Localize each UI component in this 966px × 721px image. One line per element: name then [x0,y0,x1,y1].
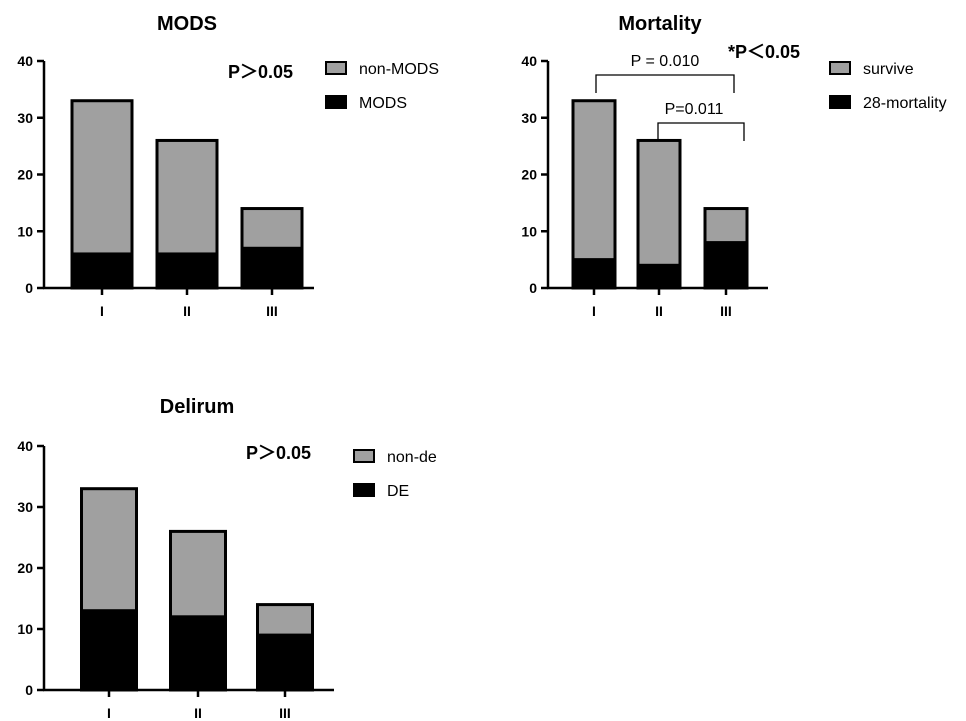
mortality-ytick-label-20: 20 [521,167,537,183]
mortality-ytick-label-30: 30 [521,110,537,126]
delirum-bar-III-non-de [256,603,314,637]
mods-ytick-label-30: 30 [17,110,33,126]
mortality-bar-II-survive [636,138,682,267]
mortality-ytick-label-10: 10 [521,223,537,239]
delirum-bar-II-DE [169,615,227,692]
delirum-legend-swatch-DE [353,483,375,497]
delirum-legend-label-DE: DE [387,483,409,500]
mods-bar-II-non-MODS [155,138,219,256]
delirum-ytick-label-40: 40 [17,438,33,454]
mortality-bar-II-28-mortality [636,263,682,290]
mods-bar-III-non-MODS [240,207,304,250]
mods-annotation: P＞0.05 [228,62,293,82]
mods-legend-label-non-MODS: non-MODS [359,61,439,78]
delirum-legend-label-non-de: non-de [387,449,437,466]
mortality-comparison-bracket [595,74,735,93]
mortality-comparison-label: P=0.011 [665,101,724,118]
mortality-annotation: *P＜0.05 [728,42,800,62]
mortality-ytick-label-40: 40 [521,53,537,69]
mortality-legend-swatch-survive [829,61,851,75]
delirum-bar-I-DE [80,609,138,692]
delirum-bar-III-DE [256,633,314,692]
mortality-bar-I-survive [571,99,617,262]
delirum-ytick-label-10: 10 [17,621,33,637]
mortality-legend-swatch-28-mortality [829,95,851,109]
mods-legend-swatch-non-MODS [325,61,347,75]
mortality-comparison-label: P = 0.010 [631,53,700,70]
mods-bar-III-MODS [240,246,304,290]
delirum-xlabel-I: I [107,705,111,721]
delirum-ytick-label-30: 30 [17,499,33,515]
delirum-ytick-label-20: 20 [17,560,33,576]
mortality-legend-label-28-mortality: 28-mortality [863,95,947,112]
delirum-annotation: P＞0.05 [246,443,311,463]
mods-bar-I-non-MODS [70,99,134,256]
chart-delirum: Delirum I II III 0 10 20 30 40 non-de DE P＞0.05 [0,0,460,721]
mortality-ytick-label-0: 0 [529,280,537,296]
mods-xlabel-II: II [183,303,191,319]
delirum-title: Delirum [160,396,234,418]
delirum-legend-swatch-non-de [353,449,375,463]
mortality-title: Mortality [618,13,702,35]
mods-legend-swatch-MODS [325,95,347,109]
delirum-ytick-label-0: 0 [25,682,33,698]
delirum-xlabel-II: II [194,705,202,721]
mods-ytick-label-20: 20 [17,167,33,183]
mortality-xlabel-III: III [720,303,732,319]
delirum-xlabel-III: III [279,705,291,721]
mods-ytick-label-10: 10 [17,223,33,239]
mods-xlabel-III: III [266,303,278,319]
mortality-xlabel-II: II [655,303,663,319]
chart-mortality: Mortality I II III 0 10 20 30 40 survive 28-mortal… [0,0,966,330]
mods-xlabel-I: I [100,303,104,319]
mods-title: MODS [157,13,217,35]
delirum-bar-II-non-de [169,529,227,619]
mortality-comparison-bracket [657,122,745,141]
mods-bar-II-MODS [155,252,219,290]
mortality-bar-III-28-mortality [703,241,749,290]
mortality-legend-label-survive: survive [863,61,914,78]
mortality-bar-I-28-mortality [571,258,617,290]
mods-ytick-label-0: 0 [25,280,33,296]
mods-legend-label-MODS: MODS [359,95,407,112]
delirum-bar-I-non-de [80,487,138,613]
mortality-xlabel-I: I [592,303,596,319]
mods-ytick-label-40: 40 [17,53,33,69]
chart-mods: MODS I II III 0 10 20 30 40 non-MODS MODS P＞0.05 [0,0,440,330]
mortality-bar-III-survive [703,207,749,245]
